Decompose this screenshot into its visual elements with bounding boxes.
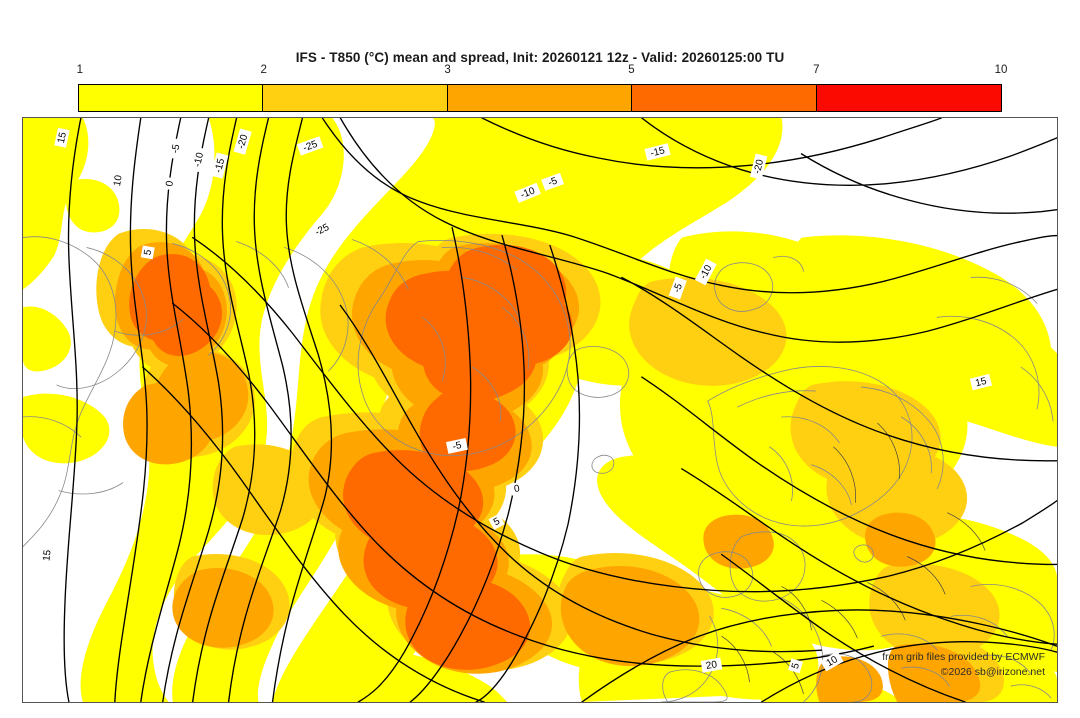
contour-m10b (339, 304, 823, 653)
contour-m15b (621, 276, 1057, 462)
contour-label-15: 15 (56, 131, 69, 145)
contour-label-5-c: 5 (790, 661, 802, 670)
contour-m25 (339, 118, 1057, 343)
contour-greenland2 (409, 234, 526, 702)
contour-label-15-b: 15 (974, 376, 988, 389)
contour-south1 (581, 609, 1057, 702)
contour-label-m15: -15 (213, 157, 227, 174)
contour-10 (114, 118, 148, 702)
colorbar-tick-2: 2 (260, 64, 267, 76)
contour-label-m5: -5 (170, 143, 182, 154)
contour-15-west (63, 118, 82, 702)
contour-label-m25: -25 (302, 139, 320, 154)
credit-source: from grib files provided by ECMWF (882, 650, 1045, 663)
chart-title: IFS - T850 (°C) mean and spread, Init: 2… (295, 50, 785, 65)
contour-label-10-b: 10 (825, 654, 841, 669)
colorbar-segment-5-7 (632, 85, 817, 111)
contour-label-0-b: 0 (513, 483, 521, 495)
contour-label-m5-e: -5 (452, 440, 463, 453)
contour-0a (162, 118, 224, 702)
contour-label-m10: -10 (192, 151, 206, 168)
credit-copyright: ©2026 sb@irizone.net (940, 665, 1045, 678)
colorbar-segment-3-5 (447, 85, 633, 111)
contour-label-m5-d: -5 (672, 282, 686, 295)
contour-m5a (191, 118, 256, 702)
contour-labels: 15 10 5 0 -5 (39, 127, 993, 674)
colorbar-tick-5: 5 (628, 64, 635, 76)
colorbar-segment-7-10 (816, 85, 1001, 111)
colorbar-tick-7: 7 (813, 64, 820, 76)
colorbar: 1 2 3 5 7 10 (77, 64, 1007, 112)
credits: from grib files provided by ECMWF ©2026 … (882, 650, 1045, 680)
contour-5c (720, 553, 966, 702)
colorbar-tick-3: 3 (444, 64, 451, 76)
country-borders (721, 422, 986, 695)
contour-label-m15-b: -15 (649, 145, 666, 159)
contour-label-0: 0 (164, 180, 176, 187)
colorbar-gradient (78, 84, 1002, 112)
colorbar-tick-labels: 1 2 3 5 7 10 (76, 64, 1008, 82)
contour-greenland (357, 226, 472, 702)
contour-label-10: 10 (112, 174, 125, 187)
contour-arctic2 (641, 118, 1057, 186)
contour-m10c (641, 376, 1057, 566)
contour-label-m20-b: -20 (752, 158, 766, 175)
contour-label-20: 20 (705, 659, 718, 672)
contour-10b (681, 468, 1057, 645)
contour-label-5: 5 (142, 248, 154, 256)
contour-m5b (191, 236, 1057, 593)
map-canvas: 15 10 5 0 -5 (23, 118, 1057, 702)
contour-label-m5-c: -5 (547, 175, 560, 189)
contour-south2 (760, 641, 1057, 702)
contour-5a (140, 118, 193, 702)
map-panel: 15 10 5 0 -5 (22, 117, 1058, 703)
contour-label-5-b: 5 (492, 516, 502, 529)
contour-m10a (227, 118, 292, 702)
contour-label-15-c: 15 (41, 549, 53, 562)
colorbar-tick-10: 10 (994, 64, 1008, 76)
contour-0b (172, 302, 875, 667)
colorbar-segment-2-3 (263, 85, 448, 111)
contour-arctic1 (481, 118, 942, 169)
colorbar-tick-1: 1 (76, 64, 84, 76)
contour-label-m20: -20 (236, 133, 251, 150)
contour-label-m10-c: -10 (519, 185, 537, 201)
contour-arctic3 (800, 153, 1057, 214)
contour-5b (142, 366, 485, 702)
contour-greenland3 (475, 244, 581, 702)
colorbar-segment-1-2 (79, 85, 264, 111)
